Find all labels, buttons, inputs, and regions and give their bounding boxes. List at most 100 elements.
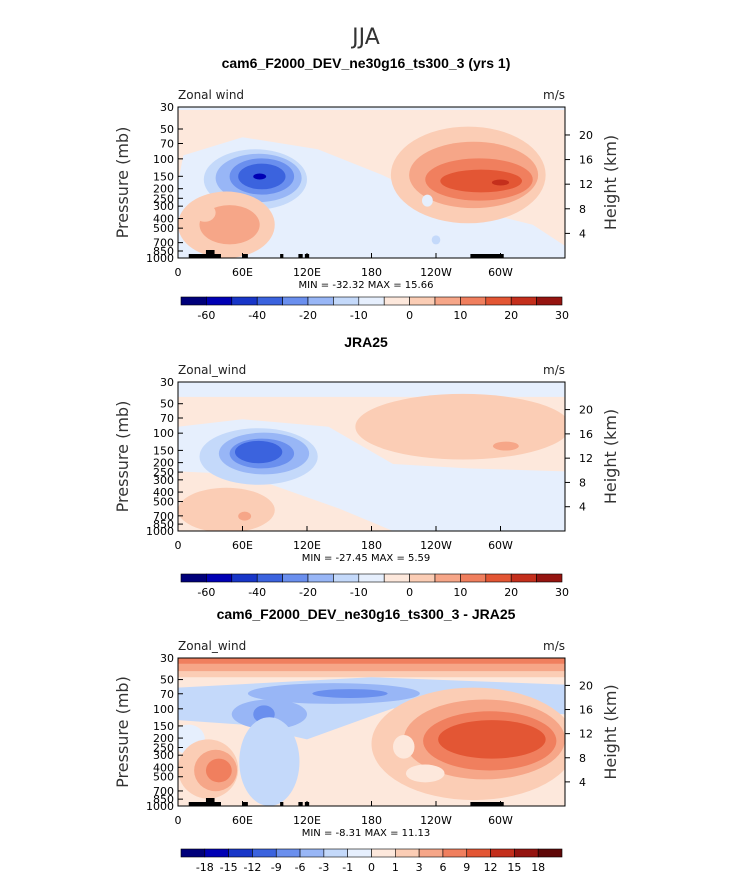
pressure-tick-label: 1000 (146, 800, 174, 813)
height-tick-label: 20 (579, 404, 593, 417)
colorbar-bin (228, 848, 253, 858)
colorbar-label: 6 (439, 861, 446, 872)
pressure-tick-label: 200 (153, 457, 174, 470)
panel-3: cam6_F2000_DEV_ne30g16_ts300_3 - JRA25 Zo… (113, 606, 620, 872)
colorbar-label: -6 (295, 861, 306, 872)
height-tick-label: 4 (579, 227, 586, 240)
colorbar-label: 10 (453, 309, 467, 322)
y-axis-right-label: Height (km) (601, 409, 620, 504)
colorbar: -60 -40 -20 -10 0 10 20 30 (180, 296, 569, 322)
lon-tick-label: 180 (361, 539, 382, 552)
y-axis-right-label: Height (km) (601, 135, 620, 230)
pressure-tick-label: 50 (160, 398, 174, 411)
pressure-tick-label: 200 (153, 732, 174, 745)
pressure-tick-label: 400 (153, 213, 174, 226)
min-max-stats: MIN = -8.31 MAX = 11.13 (302, 828, 431, 839)
lon-tick-label: 120W (420, 539, 452, 552)
pressure-tick-label: 250 (153, 192, 174, 205)
lon-tick-label: 0 (175, 266, 182, 279)
pressure-tick-label: 500 (153, 496, 174, 509)
colorbar-bin (358, 573, 385, 583)
colorbar-bin (434, 296, 461, 306)
pressure-tick-label: 850 (153, 518, 174, 531)
pressure-tick-label: 50 (160, 123, 174, 136)
colorbar-bin (282, 573, 309, 583)
pressure-tick-label: 700 (153, 237, 174, 250)
lon-tick-label: 120W (420, 814, 452, 827)
contour-field (178, 382, 565, 531)
colorbar-bin (383, 296, 410, 306)
colorbar-label: -9 (271, 861, 282, 872)
pressure-tick-label: 500 (153, 222, 174, 235)
y-axis-label: Pressure (mb) (113, 127, 132, 239)
pressure-tick-label: 30 (160, 376, 174, 389)
colorbar-label: -15 (220, 861, 238, 872)
colorbar-bin (333, 296, 360, 306)
pressure-tick-label: 100 (153, 703, 174, 716)
colorbar-label: -12 (243, 861, 261, 872)
colorbar-label: 9 (463, 861, 470, 872)
colorbar-label: 30 (555, 586, 569, 599)
lon-tick-label: 120E (293, 539, 321, 552)
pressure-tick-label: 70 (160, 688, 174, 701)
variable-label: Zonal wind (178, 88, 244, 102)
colorbar: -18 -15 -12 -9 -6 -3 -1 0 1 3 6 9 12 15 18 (180, 848, 563, 872)
lon-tick-label: 120E (293, 266, 321, 279)
height-tick-label: 4 (579, 501, 586, 514)
colorbar-label: -40 (248, 586, 266, 599)
colorbar-bin (536, 296, 563, 306)
colorbar-bin (333, 573, 360, 583)
pressure-tick-label: 150 (153, 720, 174, 733)
lon-tick-label: 60E (232, 814, 253, 827)
colorbar-bin (275, 848, 301, 858)
height-tick-label: 4 (579, 776, 586, 789)
pressure-tick-label: 50 (160, 674, 174, 687)
pressure-tick-label: 500 (153, 771, 174, 784)
colorbar-label: 0 (406, 586, 413, 599)
height-tick-label: 8 (579, 752, 586, 765)
colorbar-bin (358, 296, 385, 306)
lon-tick-label: 60E (232, 266, 253, 279)
colorbar-bin (323, 848, 348, 858)
colorbar-bin (485, 296, 512, 306)
colorbar-label: 12 (484, 861, 498, 872)
pressure-tick-label: 400 (153, 761, 174, 774)
colorbar-label: -10 (350, 586, 368, 599)
pressure-tick-label: 700 (153, 510, 174, 523)
colorbar-bin (460, 296, 487, 306)
lon-tick-label: 180 (361, 814, 382, 827)
colorbar-bin (409, 573, 436, 583)
pressure-tick-label: 700 (153, 785, 174, 798)
colorbar-label: -60 (197, 309, 215, 322)
colorbar-label: 0 (368, 861, 375, 872)
colorbar-label: 20 (504, 309, 518, 322)
height-tick-label: 12 (579, 452, 593, 465)
colorbar-bin (282, 296, 309, 306)
height-tick-label: 16 (579, 428, 593, 441)
colorbar-bin (252, 848, 277, 858)
lon-tick-label: 120W (420, 266, 452, 279)
colorbar-label: 20 (504, 586, 518, 599)
panel-title: cam6_F2000_DEV_ne30g16_ts300_3 - JRA25 (217, 606, 516, 622)
colorbar-bin (466, 848, 491, 858)
colorbar-label: 0 (406, 309, 413, 322)
colorbar-label: 30 (555, 309, 569, 322)
colorbar-label: 3 (416, 861, 423, 872)
colorbar-label: -20 (299, 586, 317, 599)
colorbar-bin (307, 573, 334, 583)
colorbar-bin (537, 848, 563, 858)
pressure-tick-label: 300 (153, 749, 174, 762)
pressure-tick-label: 1000 (146, 252, 174, 265)
colorbar-bin (256, 296, 283, 306)
pressure-tick-label: 200 (153, 183, 174, 196)
height-tick-label: 16 (579, 154, 593, 167)
colorbar-label: -3 (318, 861, 329, 872)
colorbar-bin (510, 296, 537, 306)
variable-label: Zonal_wind (178, 363, 246, 377)
pressure-tick-label: 150 (153, 170, 174, 183)
units-label: m/s (543, 88, 565, 102)
height-tick-label: 12 (579, 178, 593, 191)
colorbar-bin (206, 573, 233, 583)
